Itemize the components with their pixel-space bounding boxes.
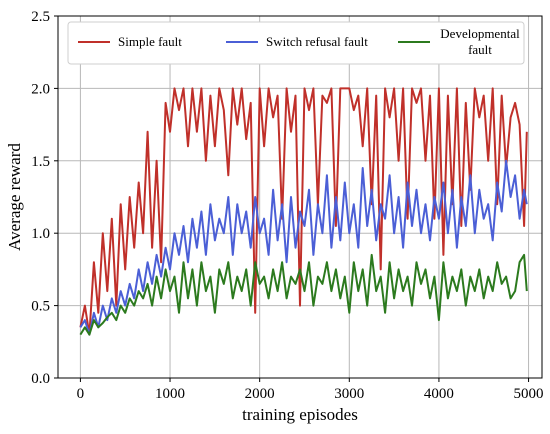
legend-label-line: fault (468, 42, 492, 57)
series-line-switch-refusal-fault (79, 159, 528, 336)
legend-label-simple-fault: Simple fault (118, 34, 182, 49)
series-line-simple-fault (79, 87, 528, 336)
x-tick-label: 1000 (155, 386, 185, 402)
x-tick-label: 4000 (424, 386, 454, 402)
y-tick-label: 1.0 (31, 226, 50, 242)
y-tick-label: 2.0 (31, 81, 50, 97)
legend-label-switch-refusal-fault: Switch refusal fault (266, 34, 368, 49)
legend: Simple fault Switch refusal fault Develo… (67, 21, 525, 65)
x-tick-label: 3000 (334, 386, 364, 402)
x-tick-label: 2000 (245, 386, 275, 402)
legend-label-developmental-fault: Developmental fault (440, 26, 520, 57)
x-axis-label: training episodes (242, 405, 358, 424)
series-line-developmental-fault (79, 253, 528, 336)
plot-frame (57, 15, 543, 379)
y-tick-label: 2.5 (31, 9, 50, 25)
legend-box (67, 21, 525, 65)
y-tick-label: 0.5 (31, 299, 50, 315)
y-tick-label: 0.0 (31, 371, 50, 387)
x-tick-label: 0 (77, 386, 85, 402)
grid-lines (58, 15, 542, 379)
y-tick-label: 1.5 (31, 154, 50, 170)
legend-label-line: Developmental (440, 26, 520, 41)
tick-labels: 0 1000 2000 3000 4000 5000 0.0 0.5 1.0 1.5 2.0 2.5 (31, 9, 543, 402)
y-axis-label: Average reward (5, 143, 24, 251)
x-tick-label: 5000 (514, 386, 544, 402)
series-layer (79, 87, 528, 336)
